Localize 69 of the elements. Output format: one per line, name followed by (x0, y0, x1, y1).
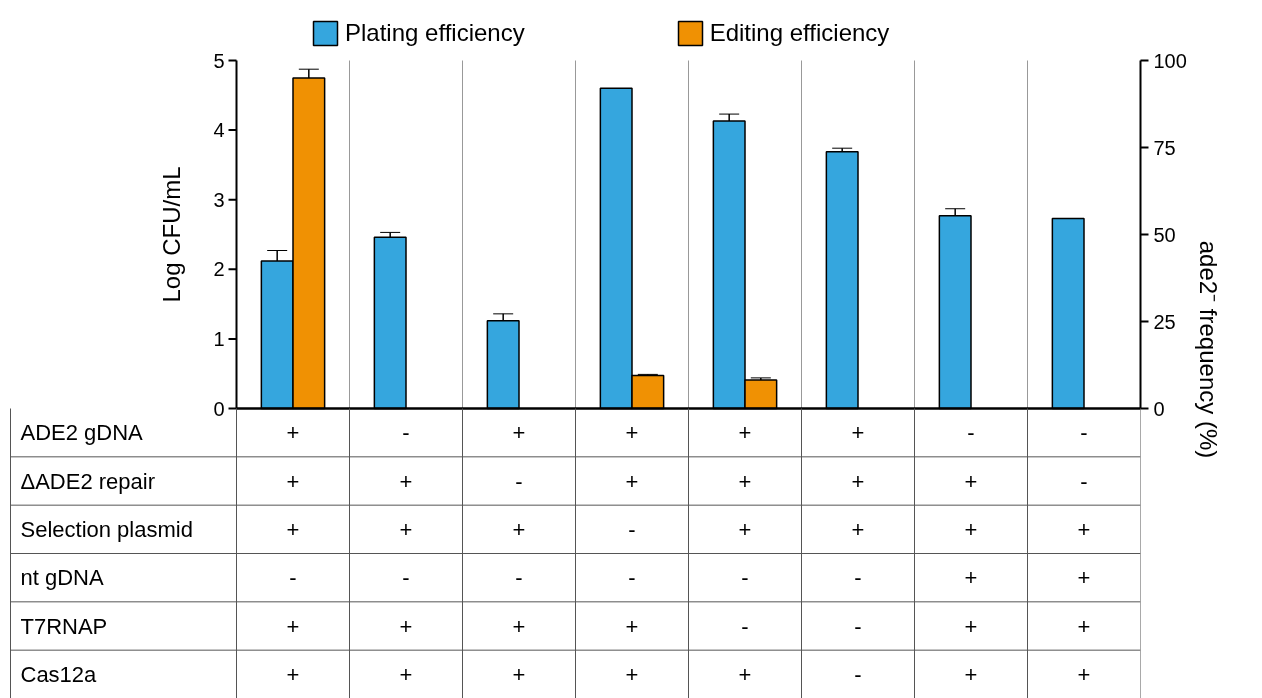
y-axis-title: Log CFU/mL (157, 166, 185, 303)
text: + (625, 420, 639, 446)
text: - (1080, 468, 1088, 494)
text: T7RNAP (20, 613, 108, 639)
text: + (399, 516, 413, 542)
y-tick-label: 3 (213, 188, 225, 211)
y2-tick-label: 50 (1153, 223, 1176, 246)
text: - (628, 565, 636, 591)
text: Selection plasmid (20, 516, 193, 542)
y2-axis-title: ade2⁻ frequency (%) (1194, 240, 1222, 459)
text: ADE2 gDNA (20, 420, 144, 446)
text: + (1077, 565, 1091, 591)
text: + (512, 661, 526, 687)
y-tick-label: 1 (213, 327, 225, 350)
text: + (625, 661, 639, 687)
y2-tick-label: 0 (1153, 397, 1165, 420)
text: - (289, 565, 297, 591)
text: - (515, 468, 523, 494)
text: - (1080, 420, 1088, 446)
text: + (964, 516, 978, 542)
text: ΔADE2 repair (20, 468, 156, 494)
y-tick-label: 2 (213, 258, 225, 281)
y2-tick-label: 25 (1153, 310, 1176, 333)
text: - (402, 420, 410, 446)
y2-tick-label: 100 (1153, 49, 1187, 72)
text: + (286, 661, 300, 687)
text: - (967, 420, 975, 446)
text: + (286, 516, 300, 542)
text: + (1077, 661, 1091, 687)
text: + (512, 613, 526, 639)
text: + (512, 420, 526, 446)
text: + (738, 420, 752, 446)
legend-label: Plating efficiency (345, 19, 525, 47)
text: - (741, 565, 749, 591)
text: nt gDNA (20, 565, 104, 591)
text: + (625, 613, 639, 639)
text: + (851, 516, 865, 542)
y-tick-label: 4 (213, 119, 225, 142)
text: + (851, 420, 865, 446)
text: + (512, 516, 526, 542)
text: Cas12a (20, 661, 98, 687)
text: + (286, 613, 300, 639)
text: - (854, 661, 862, 687)
text: + (738, 468, 752, 494)
text: + (399, 613, 413, 639)
text: - (402, 565, 410, 591)
text: + (851, 468, 865, 494)
text: + (964, 661, 978, 687)
text: - (854, 613, 862, 639)
text: + (738, 516, 752, 542)
text: + (964, 565, 978, 591)
y-tick-label: 0 (213, 397, 225, 420)
text: - (741, 613, 749, 639)
legend-label: Editing efficiency (709, 19, 890, 47)
text: + (964, 468, 978, 494)
text: + (399, 468, 413, 494)
text: - (854, 565, 862, 591)
text: - (515, 565, 523, 591)
text: + (964, 613, 978, 639)
text: + (1077, 613, 1091, 639)
text: + (399, 661, 413, 687)
text: + (625, 468, 639, 494)
text: + (738, 661, 752, 687)
text: - (628, 516, 636, 542)
text: + (286, 468, 300, 494)
text: + (286, 420, 300, 446)
y-tick-label: 5 (213, 49, 225, 72)
y2-tick-label: 75 (1153, 136, 1176, 159)
text: + (1077, 516, 1091, 542)
